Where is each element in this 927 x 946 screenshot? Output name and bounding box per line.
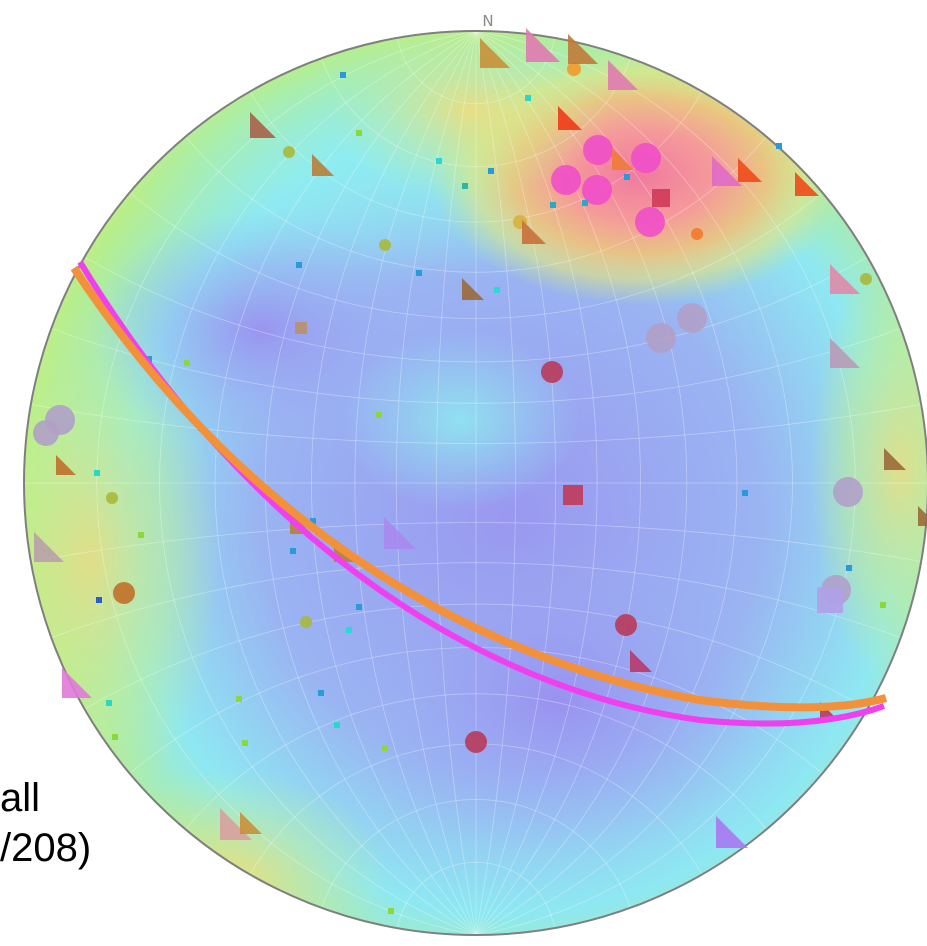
pole-small-marker bbox=[296, 262, 302, 268]
net-outline bbox=[23, 30, 927, 936]
pole-triangle-marker bbox=[62, 668, 92, 698]
pole-circle-marker bbox=[551, 165, 581, 195]
pole-triangle-marker bbox=[312, 154, 334, 176]
pole-small-marker bbox=[742, 490, 748, 496]
pole-circle-marker bbox=[615, 614, 637, 636]
pole-triangle-marker bbox=[240, 812, 262, 834]
pole-circle-marker bbox=[833, 477, 863, 507]
pole-circle-marker bbox=[691, 228, 703, 240]
pole-circle-marker bbox=[635, 207, 665, 237]
pole-small-marker bbox=[138, 532, 144, 538]
pole-triangle-marker bbox=[738, 158, 762, 182]
pole-circle-marker bbox=[646, 323, 676, 353]
pole-triangle-marker bbox=[34, 532, 64, 562]
pole-triangle-marker bbox=[608, 60, 638, 90]
pole-small-marker bbox=[106, 700, 112, 706]
pole-small-marker bbox=[582, 200, 588, 206]
pole-circle-marker bbox=[283, 146, 295, 158]
pole-circle-marker bbox=[113, 582, 135, 604]
pole-circle-marker bbox=[583, 135, 613, 165]
side-label-line1: all bbox=[0, 776, 41, 820]
pole-triangle-marker bbox=[558, 106, 582, 130]
pole-circle-marker bbox=[582, 175, 612, 205]
pole-triangle-marker bbox=[716, 816, 748, 848]
pole-small-marker bbox=[96, 597, 102, 603]
pole-symbols bbox=[33, 28, 927, 914]
pole-small-marker bbox=[346, 627, 352, 633]
pole-small-marker bbox=[416, 270, 422, 276]
pole-circle-marker bbox=[860, 273, 872, 285]
pole-small-marker bbox=[112, 734, 118, 740]
great-circle-orange bbox=[70, 265, 888, 712]
pole-circle-marker bbox=[379, 239, 391, 251]
pole-small-marker bbox=[436, 158, 442, 164]
pole-circle-marker bbox=[33, 420, 59, 446]
pole-small-marker bbox=[488, 168, 494, 174]
pole-triangle-marker bbox=[250, 112, 276, 138]
pole-triangle-marker bbox=[568, 34, 598, 64]
pole-small-marker bbox=[525, 95, 531, 101]
pole-small-marker bbox=[776, 143, 782, 149]
pole-triangle-marker bbox=[830, 338, 860, 368]
pole-small-marker bbox=[242, 740, 248, 746]
pole-small-marker bbox=[462, 183, 468, 189]
pole-square-marker bbox=[563, 485, 583, 505]
pole-small-marker bbox=[356, 130, 362, 136]
pole-small-marker bbox=[376, 412, 382, 418]
pole-circle-marker bbox=[300, 616, 312, 628]
pole-small-marker bbox=[550, 202, 556, 208]
pole-triangle-marker bbox=[480, 38, 510, 68]
pole-small-marker bbox=[310, 518, 316, 524]
pole-triangle-marker bbox=[462, 278, 484, 300]
pole-small-marker bbox=[94, 470, 100, 476]
pole-triangle-marker bbox=[630, 650, 652, 672]
pole-small-marker bbox=[494, 287, 500, 293]
pole-triangle-marker bbox=[526, 28, 560, 62]
pole-small-marker bbox=[356, 604, 362, 610]
pole-circle-marker bbox=[106, 492, 118, 504]
pole-square-marker bbox=[652, 189, 670, 207]
pole-small-marker bbox=[382, 745, 388, 751]
pole-small-marker bbox=[334, 722, 340, 728]
pole-triangle-marker bbox=[612, 148, 634, 170]
pole-small-marker bbox=[624, 174, 630, 180]
pole-circle-marker bbox=[465, 731, 487, 753]
pole-triangle-marker bbox=[830, 264, 860, 294]
great-circles bbox=[70, 260, 888, 727]
pole-triangle-marker bbox=[712, 156, 742, 186]
pole-small-marker bbox=[880, 602, 886, 608]
pole-small-marker bbox=[290, 548, 296, 554]
pole-circle-marker bbox=[677, 303, 707, 333]
pole-triangle-marker bbox=[884, 448, 906, 470]
pole-square-marker bbox=[817, 587, 843, 613]
pole-triangle-marker bbox=[384, 517, 416, 549]
pole-small-marker bbox=[318, 690, 324, 696]
side-label-line2: /208) bbox=[0, 826, 92, 870]
pole-small-marker bbox=[340, 72, 346, 78]
pole-triangle-marker bbox=[522, 220, 546, 244]
pole-small-marker bbox=[846, 565, 852, 571]
pole-triangle-marker bbox=[795, 172, 819, 196]
pole-small-marker bbox=[184, 360, 190, 366]
north-label: N bbox=[482, 12, 493, 30]
pole-triangle-marker bbox=[56, 455, 76, 475]
pole-circle-marker bbox=[567, 62, 581, 76]
pole-small-marker bbox=[388, 908, 394, 914]
pole-square-marker bbox=[295, 322, 307, 334]
pole-circle-marker bbox=[631, 143, 661, 173]
pole-circle-marker bbox=[541, 361, 563, 383]
pole-small-marker bbox=[236, 696, 242, 702]
pole-triangle-marker bbox=[918, 506, 927, 526]
